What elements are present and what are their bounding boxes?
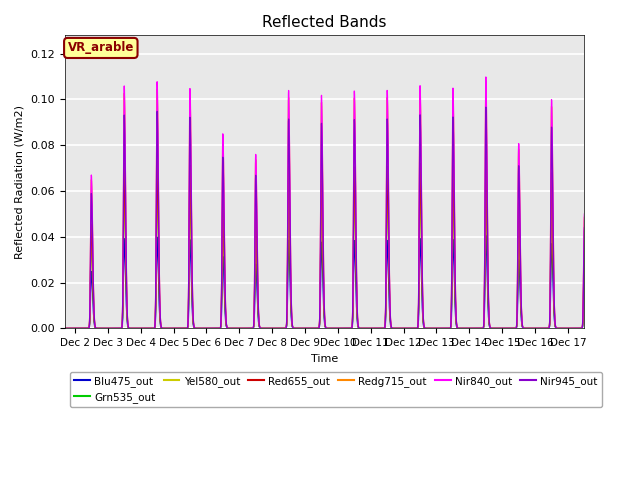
Nir840_out — [61, 325, 69, 331]
Red655_out — [151, 322, 159, 327]
Blu475_out — [570, 325, 578, 331]
Title: Reflected Bands: Reflected Bands — [262, 15, 387, 30]
Blu475_out — [61, 325, 69, 331]
Nir840_out — [283, 317, 291, 323]
Y-axis label: Reflected Radiation (W/m2): Reflected Radiation (W/m2) — [15, 105, 25, 259]
Redg715_out — [120, 90, 128, 96]
Red655_out — [260, 325, 268, 331]
Nir840_out — [570, 325, 578, 331]
Yel580_out — [283, 320, 291, 326]
Grn535_out — [570, 325, 578, 331]
Redg715_out — [482, 82, 490, 87]
Yel580_out — [570, 325, 578, 331]
Red655_out — [120, 161, 128, 167]
Blu475_out — [151, 324, 159, 329]
Redg715_out — [570, 325, 578, 331]
Yel580_out — [482, 169, 490, 175]
Yel580_out — [260, 325, 268, 331]
Redg715_out — [61, 325, 69, 331]
Line: Nir945_out: Nir945_out — [65, 107, 584, 328]
Red655_out — [515, 206, 522, 212]
X-axis label: Time: Time — [311, 354, 339, 364]
Blu475_out — [260, 325, 268, 331]
Yel580_out — [120, 175, 128, 181]
Nir840_out — [120, 83, 128, 89]
Blu475_out — [482, 232, 490, 238]
Blu475_out — [515, 261, 522, 266]
Line: Redg715_out: Redg715_out — [65, 84, 584, 328]
Grn535_out — [120, 173, 128, 179]
Nir945_out — [151, 321, 159, 326]
Grn535_out — [515, 215, 522, 221]
Grn535_out — [482, 167, 490, 173]
Nir945_out — [283, 318, 291, 324]
Yel580_out — [61, 325, 69, 331]
Nir840_out — [580, 211, 588, 217]
Nir840_out — [260, 325, 268, 331]
Grn535_out — [580, 253, 588, 259]
Grn535_out — [61, 325, 69, 331]
Nir945_out — [580, 225, 588, 230]
Line: Nir840_out: Nir840_out — [65, 77, 584, 328]
Line: Red655_out: Red655_out — [65, 157, 584, 328]
Line: Yel580_out: Yel580_out — [65, 172, 584, 328]
Grn535_out — [283, 320, 291, 325]
Yel580_out — [580, 254, 588, 260]
Nir945_out — [260, 325, 268, 331]
Legend: Blu475_out, Grn535_out, Yel580_out, Red655_out, Redg715_out, Nir840_out, Nir945_: Blu475_out, Grn535_out, Yel580_out, Red6… — [70, 372, 602, 407]
Text: VR_arable: VR_arable — [68, 41, 134, 54]
Nir840_out — [515, 150, 522, 156]
Redg715_out — [580, 215, 588, 220]
Line: Blu475_out: Blu475_out — [65, 235, 584, 328]
Redg715_out — [260, 325, 268, 331]
Red655_out — [283, 320, 291, 325]
Red655_out — [570, 325, 578, 331]
Red655_out — [482, 155, 490, 160]
Yel580_out — [515, 216, 522, 222]
Nir840_out — [482, 74, 490, 80]
Nir945_out — [515, 171, 522, 177]
Nir945_out — [570, 325, 578, 331]
Nir945_out — [61, 325, 69, 331]
Nir945_out — [482, 104, 490, 110]
Redg715_out — [151, 320, 159, 326]
Yel580_out — [151, 322, 159, 328]
Redg715_out — [515, 155, 522, 161]
Blu475_out — [580, 283, 588, 289]
Blu475_out — [120, 236, 128, 241]
Red655_out — [61, 325, 69, 331]
Red655_out — [580, 248, 588, 253]
Grn535_out — [151, 322, 159, 328]
Nir945_out — [120, 112, 128, 118]
Blu475_out — [283, 322, 291, 328]
Nir840_out — [151, 320, 159, 325]
Grn535_out — [260, 325, 268, 331]
Line: Grn535_out: Grn535_out — [65, 170, 584, 328]
Redg715_out — [283, 317, 291, 323]
